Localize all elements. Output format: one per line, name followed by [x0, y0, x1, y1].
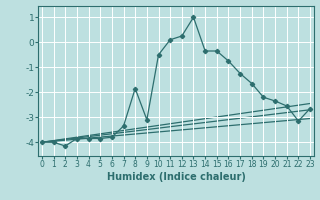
X-axis label: Humidex (Indice chaleur): Humidex (Indice chaleur): [107, 172, 245, 182]
